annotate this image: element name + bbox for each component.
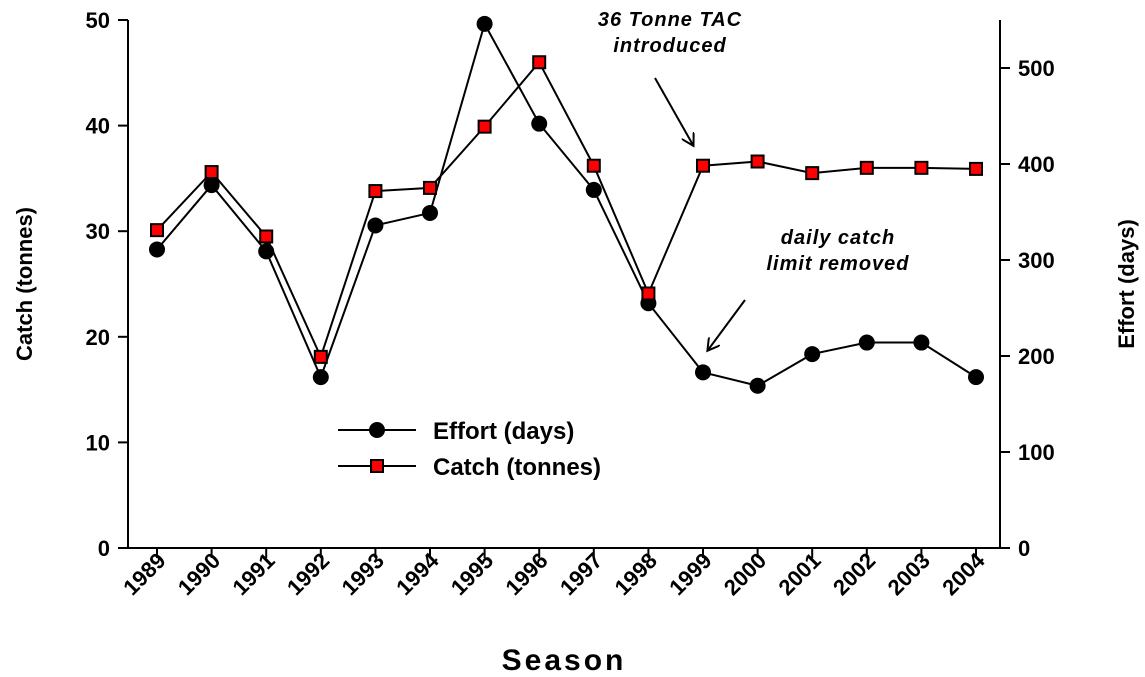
data-point	[641, 286, 656, 301]
data-point	[532, 55, 547, 70]
y2-tick-label: 200	[1018, 344, 1055, 369]
annotation-arrow	[654, 77, 693, 145]
data-point	[585, 181, 602, 198]
data-point	[203, 177, 220, 194]
y2-tick-label: 300	[1018, 248, 1055, 273]
x-tick-label: 2000	[719, 548, 771, 600]
y-tick-label: 40	[86, 114, 110, 139]
data-point	[858, 334, 875, 351]
data-point	[204, 165, 219, 180]
x-tick-label: 1994	[391, 547, 444, 600]
y-tick-label: 30	[86, 219, 110, 244]
x-tick-label: 1989	[118, 548, 170, 600]
data-point	[150, 223, 164, 238]
data-point	[476, 15, 493, 32]
data-point	[423, 180, 437, 195]
x-tick-label: 2001	[773, 548, 825, 600]
x-tick-label: 1997	[555, 548, 607, 600]
y-axis-title: Catch (tonnes)	[12, 207, 37, 361]
annotation-arrow	[708, 299, 746, 350]
x-tick-label: 1995	[446, 548, 498, 600]
annotation: daily catch	[781, 227, 895, 249]
data-point	[531, 115, 548, 132]
series-line	[156, 60, 977, 360]
y-tick-label: 50	[86, 8, 110, 33]
x-tick-label: 1992	[282, 548, 334, 600]
y-tick-label: 20	[86, 325, 110, 350]
x-tick-label: 1990	[173, 548, 225, 600]
data-point	[312, 369, 329, 386]
data-point	[804, 346, 821, 363]
data-point	[968, 369, 984, 386]
data-point	[914, 160, 929, 175]
data-point	[422, 204, 438, 221]
data-point	[805, 166, 820, 181]
x-tick-label: 1996	[500, 548, 552, 600]
y-tick-label: 10	[86, 430, 110, 455]
data-point	[586, 158, 601, 173]
y2-tick-label: 400	[1018, 152, 1055, 177]
data-point	[749, 377, 766, 394]
data-point	[859, 160, 874, 175]
annotation: limit removed	[766, 253, 909, 275]
legend-marker	[370, 459, 384, 473]
y2-tick-label: 100	[1018, 440, 1055, 465]
data-point	[696, 158, 710, 173]
y2-tick-label: 0	[1018, 536, 1030, 561]
annotation: introduced	[613, 35, 726, 57]
data-point	[259, 229, 274, 244]
y2-axis-title: Effort (days)	[1114, 219, 1139, 349]
annotation: 36 Tonne TAC	[598, 9, 742, 31]
x-tick-label: 2003	[883, 548, 935, 600]
legend-marker	[369, 422, 385, 438]
data-point	[368, 184, 383, 199]
legend-label: Effort (days)	[433, 418, 574, 445]
data-point	[149, 241, 165, 258]
data-point	[913, 334, 930, 351]
data-point	[258, 243, 275, 260]
x-tick-label: 2004	[937, 547, 990, 600]
x-tick-label: 1993	[337, 548, 389, 600]
x-tick-label: 1991	[227, 548, 279, 600]
legend-label: Catch (tonnes)	[433, 454, 601, 481]
data-point	[313, 349, 328, 364]
x-tick-label: 2002	[828, 548, 880, 600]
data-point	[969, 161, 983, 176]
data-point	[477, 119, 492, 134]
x-tick-label: 1999	[664, 548, 716, 600]
x-tick-label: 1998	[610, 548, 662, 600]
y2-tick-label: 500	[1018, 56, 1055, 81]
series-line	[156, 21, 977, 387]
data-point	[367, 217, 384, 234]
data-point	[695, 364, 711, 381]
x-axis-title: Season	[502, 644, 627, 677]
data-point	[750, 154, 765, 169]
y-tick-label: 0	[98, 536, 110, 561]
